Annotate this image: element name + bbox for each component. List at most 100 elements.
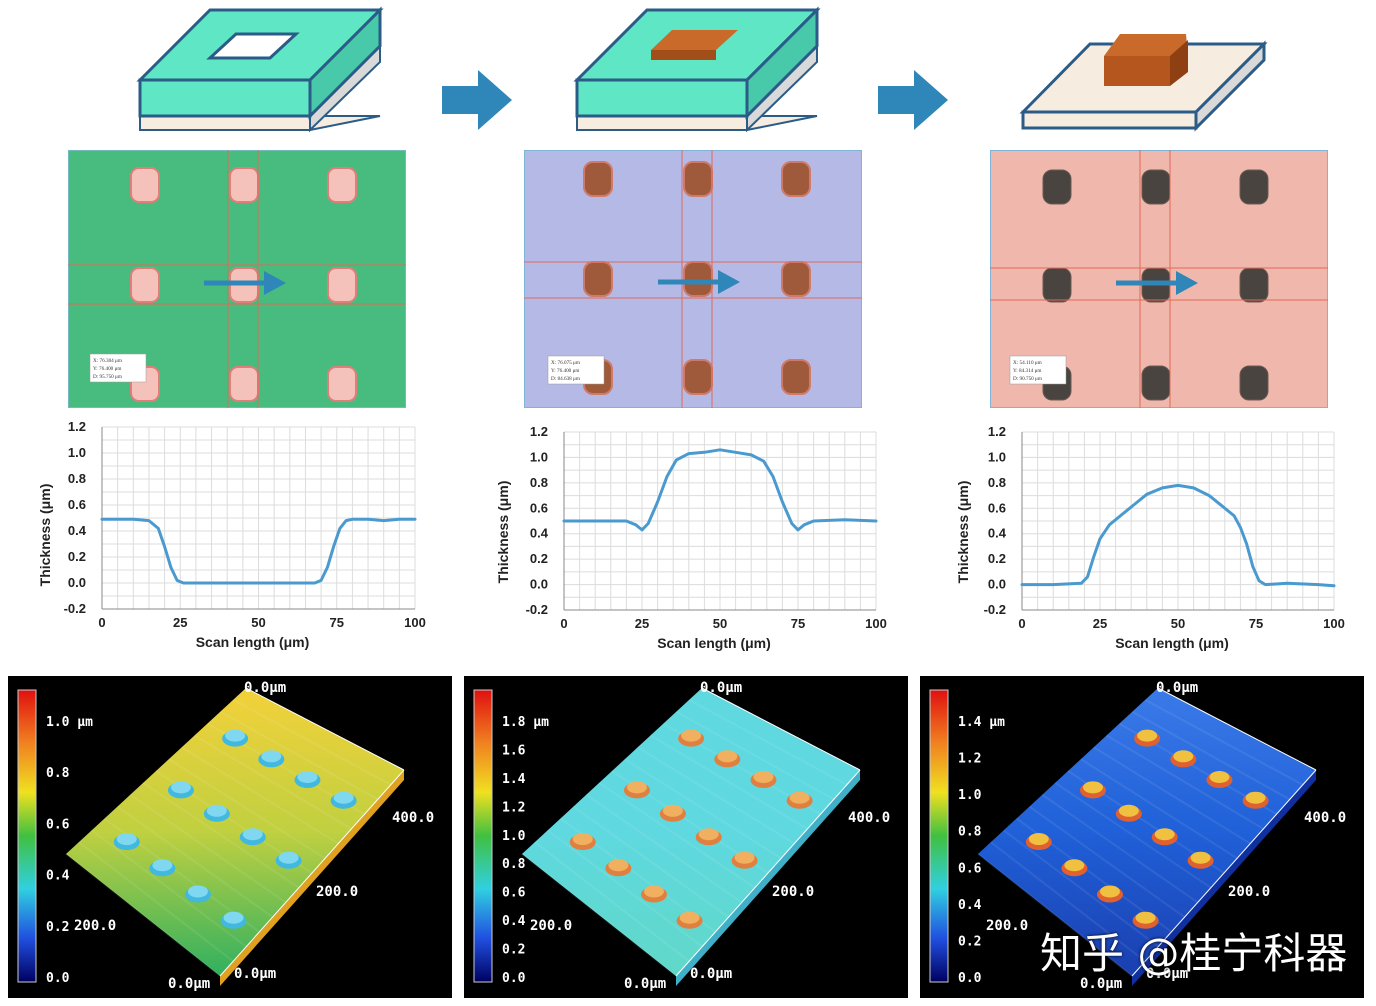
x-tick-label: 0 — [98, 615, 105, 630]
feature-bump-top — [333, 791, 354, 804]
axis-label-corner-right: 0.0μm — [690, 966, 732, 982]
y-tick-label: 0.6 — [988, 500, 1006, 515]
colorbar-tick-label: 0.2 — [46, 920, 69, 935]
surface-streak — [1054, 782, 1212, 889]
colorbar-tick-label: 0.0 — [502, 971, 526, 986]
colorbar-tick-label: 0.4 — [958, 898, 982, 913]
axis-line-y — [245, 687, 405, 771]
surface-top — [978, 688, 1316, 976]
surface-streak — [547, 829, 703, 948]
feature-bump-top — [1137, 729, 1158, 742]
feature-bump-top — [572, 833, 593, 846]
x-axis-label: Scan length (μm) — [196, 634, 310, 650]
y-tick-label: -0.2 — [526, 602, 548, 617]
micrograph-1-readout-x: X: 76.304 μm — [93, 358, 122, 364]
process-step-2-metal-deposition — [573, 6, 821, 133]
axis-line-y — [701, 687, 861, 771]
x-tick-label: 100 — [404, 615, 426, 630]
axis-label-side: 400.0 — [392, 810, 434, 826]
y-tick-label: 0.8 — [68, 471, 86, 486]
thickness-series-line — [562, 448, 878, 532]
surface-streak — [521, 853, 677, 977]
axis-label-left: 200.0 — [530, 918, 572, 934]
feature-bump-top — [1082, 781, 1103, 794]
axis-label-left: 200.0 — [986, 918, 1028, 934]
feature-bump-top — [626, 781, 647, 794]
micrograph-2: X: 76.075 μm Y: 76.400 μm D: 84.638 μm — [524, 150, 862, 408]
x-tick-label: 75 — [330, 615, 344, 630]
colorbar-tick-label: 0.6 — [46, 817, 70, 832]
x-tick-label: 50 — [251, 615, 265, 630]
y-axis-label: Thickness (μm) — [37, 484, 53, 587]
feature-bump-top — [1190, 851, 1211, 864]
y-tick-label: -0.2 — [984, 602, 1006, 617]
colorbar-tick-label: 0.8 — [46, 766, 70, 781]
x-tick-label: 75 — [1249, 616, 1263, 631]
feature-bump-top — [717, 750, 738, 763]
feature-bump-top — [679, 911, 700, 924]
x-tick-label: 0 — [1018, 616, 1025, 631]
y-tick-label: 0.0 — [68, 575, 86, 590]
surface-streak — [129, 793, 287, 904]
colorbar-tick-label: 1.6 — [502, 743, 526, 758]
y-tick-label: 0.8 — [530, 475, 548, 490]
surface-streak — [1144, 698, 1304, 786]
feature-bump-top — [681, 729, 702, 742]
surface-streak — [1080, 758, 1238, 860]
surface-streak — [624, 758, 782, 860]
micrograph-2-readout-d: D: 84.638 μm — [551, 376, 580, 382]
feature-bump-top — [789, 791, 810, 804]
axis-line-y — [1157, 687, 1317, 771]
surface-streak — [534, 841, 690, 963]
axis-label-mid: 200.0 — [1228, 884, 1270, 900]
surface-streak — [65, 853, 221, 977]
micrograph-2-readout-x: X: 76.075 μm — [551, 360, 580, 366]
axis-label-top: 0.0μm — [1156, 680, 1198, 696]
x-tick-label: 100 — [1323, 616, 1345, 631]
axis-label-top: 0.0μm — [700, 680, 742, 696]
micrograph-3-readout-x: X: 54.110 μm — [1013, 360, 1042, 366]
y-tick-label: 0.4 — [68, 523, 87, 538]
y-tick-label: 1.0 — [68, 445, 86, 460]
colorbar-tick-label: 1.2 — [958, 752, 981, 767]
surface-side — [220, 770, 404, 986]
x-tick-label: 50 — [713, 616, 727, 631]
micrograph-1: X: 76.304 μm Y: 76.400 μm D: 95.750 μm — [68, 150, 406, 408]
y-tick-label: 0.0 — [530, 577, 548, 592]
y-tick-label: 0.6 — [68, 497, 86, 512]
watermark: 知乎 @桂宁科器 — [1040, 929, 1348, 978]
y-tick-label: 0.8 — [988, 475, 1006, 490]
surface-streak — [598, 782, 756, 889]
axis-label-mid: 200.0 — [772, 884, 814, 900]
surface-streak — [688, 698, 848, 786]
x-axis-label: Scan length (μm) — [657, 635, 771, 651]
feature-bump-top — [225, 729, 246, 742]
thickness-profile-chart-2: 1.2 1.0 0.8 0.6 0.4 0.2 0.0 -0.2 0 25 50 75 100 Scan … — [495, 424, 887, 651]
surface-streak — [1003, 829, 1159, 948]
y-tick-label: 0.0 — [988, 577, 1006, 592]
colorbar-tick-label: 0.8 — [958, 825, 982, 840]
y-tick-label: 0.6 — [530, 500, 548, 515]
axis-label-corner-right: 0.0μm — [234, 966, 276, 982]
colorbar-tick-label: 0.2 — [958, 934, 981, 949]
colorbar-tick-label: 0.0 — [46, 971, 70, 986]
y-tick-label: 0.2 — [68, 549, 86, 564]
x-tick-label: 25 — [1093, 616, 1107, 631]
feature-bump-top — [1245, 791, 1266, 804]
feature-bump-top — [1099, 885, 1120, 898]
surface-side — [676, 770, 860, 986]
axis-label-corner-left: 0.0μm — [1080, 976, 1122, 992]
feature-bump-top — [753, 771, 774, 783]
y-tick-label: 0.2 — [530, 551, 548, 566]
surface-streak — [675, 710, 835, 801]
axis-label-corner-right: 0.0μm — [1146, 966, 1188, 982]
feature-bump-top — [1135, 911, 1156, 924]
colorbar — [17, 689, 37, 983]
y-tick-label: 0.4 — [988, 526, 1007, 541]
feature-bump-top — [608, 859, 629, 872]
x-tick-label: 100 — [865, 616, 887, 631]
micrograph-3-readout-d: D: 90.750 μm — [1013, 376, 1042, 382]
feature-bump-top — [643, 885, 664, 898]
surface-streak — [194, 734, 352, 830]
profile-3d-panel-2: 1.8 μm 1.6 1.4 1.2 1.0 0.8 0.6 0.4 0.2 0.0 0.0μm 40… — [464, 676, 908, 998]
